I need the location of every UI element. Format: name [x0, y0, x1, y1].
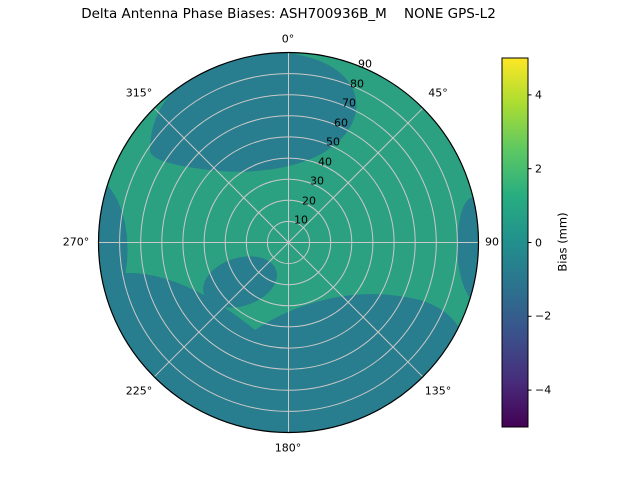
angular-tick-label-90: 90: [485, 235, 499, 249]
radial-tick-label-60: 60: [334, 116, 348, 130]
radial-tick-label-30: 30: [310, 174, 324, 188]
radial-tick-label-50: 50: [326, 135, 340, 149]
radial-tick-label-80: 80: [350, 77, 364, 91]
radial-tick-label-40: 40: [318, 155, 332, 169]
angular-tick-label-135: 135°: [424, 384, 452, 398]
radial-tick-label-90: 90: [358, 57, 372, 71]
colorbar-tick-label-4: 4: [535, 88, 542, 102]
angular-tick-label-0: 0°: [281, 32, 295, 46]
colorbar-axis-label: Bias (mm): [555, 212, 570, 272]
colorbar-tick-label-2: 2: [535, 162, 542, 176]
colorbar-tick-label-neg4: −4: [535, 383, 552, 397]
polar-field: [97, 51, 480, 434]
angular-tick-label-45: 45°: [428, 86, 448, 100]
colorbar: [501, 57, 532, 428]
chart-title: Delta Antenna Phase Biases: ASH700936B_M…: [81, 6, 496, 22]
colorbar-ticks: [528, 94, 532, 391]
angular-tick-label-270: 270°: [62, 235, 90, 249]
polar-grid: [98, 52, 479, 433]
colorbar-tick-label-0: 0: [535, 236, 542, 249]
angular-tick-label-315: 315°: [125, 86, 153, 100]
radial-tick-label-10: 10: [294, 213, 308, 227]
radial-tick-label-20: 20: [302, 194, 316, 208]
radial-tick-label-70: 70: [342, 96, 356, 110]
polar-outline: [97, 51, 480, 434]
angular-tick-label-225: 225°: [125, 384, 153, 398]
colorbar-tick-label-neg2: −2: [535, 309, 552, 323]
angular-tick-label-180: 180°: [274, 441, 302, 455]
